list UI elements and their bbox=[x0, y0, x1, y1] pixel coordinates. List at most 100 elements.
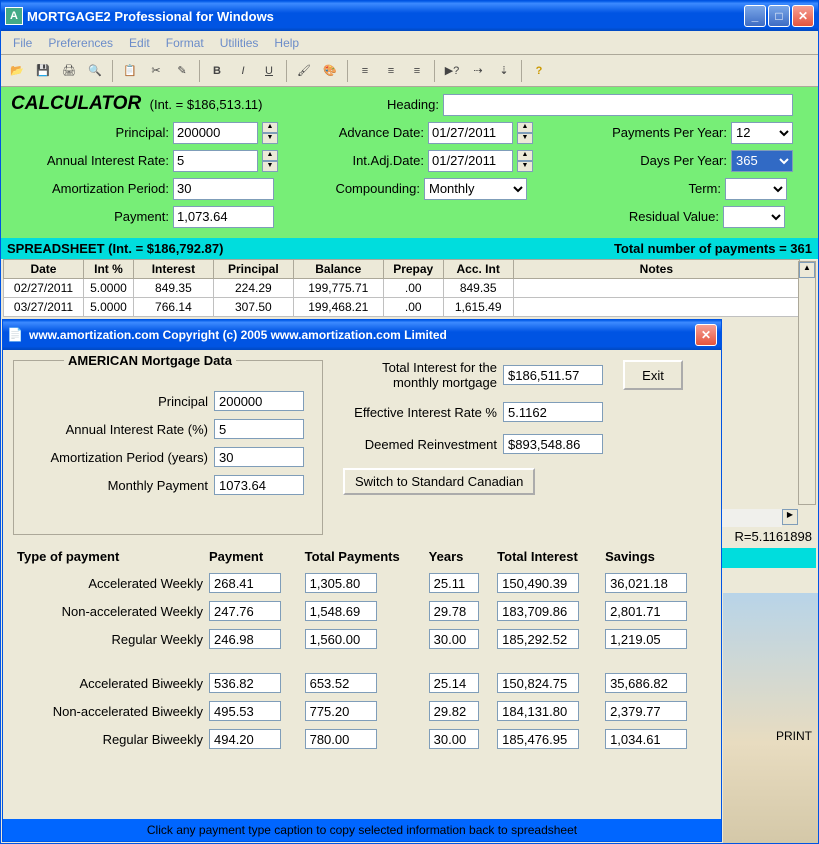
pt-years-input[interactable] bbox=[429, 673, 479, 693]
minimize-button[interactable]: _ bbox=[744, 5, 766, 27]
advdate-down[interactable]: ▼ bbox=[517, 133, 533, 144]
tool-icon-1[interactable]: ⇢ bbox=[466, 59, 490, 83]
paste-icon[interactable]: ✎ bbox=[170, 59, 194, 83]
principal-input[interactable] bbox=[173, 122, 258, 144]
pt-years-input[interactable] bbox=[429, 601, 479, 621]
pt-savings-input[interactable] bbox=[605, 573, 687, 593]
scroll-up-icon[interactable]: ▲ bbox=[799, 262, 815, 278]
pt-total-input[interactable] bbox=[305, 673, 377, 693]
intadj-down[interactable]: ▼ bbox=[517, 161, 533, 172]
col-accint[interactable]: Acc. Int bbox=[443, 259, 513, 278]
print-icon[interactable]: 🖨 bbox=[57, 59, 81, 83]
pt-payment-input[interactable] bbox=[209, 601, 281, 621]
italic-icon[interactable]: I bbox=[231, 59, 255, 83]
whatsthis-icon[interactable]: ▶? bbox=[440, 59, 464, 83]
preview-icon[interactable]: 🔍 bbox=[83, 59, 107, 83]
m-principal-input[interactable] bbox=[214, 391, 304, 411]
scrollbar-v[interactable]: ▲ bbox=[798, 261, 816, 505]
pt-interest-input[interactable] bbox=[497, 573, 579, 593]
residual-select[interactable] bbox=[723, 206, 785, 228]
m-amort-input[interactable] bbox=[214, 447, 304, 467]
ppy-select[interactable]: 12 bbox=[731, 122, 793, 144]
col-principal[interactable]: Principal bbox=[213, 259, 293, 278]
payment-type-label[interactable]: Non-accelerated Weekly bbox=[15, 598, 205, 624]
col-prepay[interactable]: Prepay bbox=[383, 259, 443, 278]
pt-total-input[interactable] bbox=[305, 701, 377, 721]
align-left-icon[interactable]: ≡ bbox=[353, 59, 377, 83]
advdate-up[interactable]: ▲ bbox=[517, 122, 533, 133]
m-totalint-input[interactable] bbox=[503, 365, 603, 385]
open-icon[interactable]: 📂 bbox=[5, 59, 29, 83]
pt-interest-input[interactable] bbox=[497, 629, 579, 649]
pt-years-input[interactable] bbox=[429, 629, 479, 649]
advdate-input[interactable] bbox=[428, 122, 513, 144]
payment-input[interactable] bbox=[173, 206, 274, 228]
col-int[interactable]: Int % bbox=[83, 259, 133, 278]
principal-down[interactable]: ▼ bbox=[262, 133, 278, 144]
help-icon[interactable]: ? bbox=[527, 59, 551, 83]
pt-years-input[interactable] bbox=[429, 729, 479, 749]
intadj-up[interactable]: ▲ bbox=[517, 150, 533, 161]
col-balance[interactable]: Balance bbox=[293, 259, 383, 278]
exit-button[interactable]: Exit bbox=[623, 360, 683, 390]
underline-icon[interactable]: U bbox=[257, 59, 281, 83]
heading-input[interactable] bbox=[443, 94, 793, 116]
comp-select[interactable]: Monthly bbox=[424, 178, 527, 200]
close-button[interactable]: ✕ bbox=[792, 5, 814, 27]
main-titlebar[interactable]: A MORTGAGE2 Professional for Windows _ □… bbox=[1, 1, 818, 31]
pt-total-input[interactable] bbox=[305, 573, 377, 593]
modal-close-button[interactable]: ✕ bbox=[695, 324, 717, 346]
pt-interest-input[interactable] bbox=[497, 701, 579, 721]
cut-icon[interactable]: ✂ bbox=[144, 59, 168, 83]
intadj-input[interactable] bbox=[428, 150, 513, 172]
pt-payment-input[interactable] bbox=[209, 701, 281, 721]
fill-icon[interactable]: 🎨 bbox=[318, 59, 342, 83]
col-interest[interactable]: Interest bbox=[133, 259, 213, 278]
pt-interest-input[interactable] bbox=[497, 673, 579, 693]
table-row[interactable]: 03/27/20115.0000766.14307.50199,468.21.0… bbox=[4, 297, 800, 316]
brush-icon[interactable]: 🖌 bbox=[292, 59, 316, 83]
pt-savings-input[interactable] bbox=[605, 629, 687, 649]
payment-type-label[interactable]: Regular Biweekly bbox=[15, 726, 205, 752]
pt-savings-input[interactable] bbox=[605, 673, 687, 693]
pt-years-input[interactable] bbox=[429, 701, 479, 721]
rate-down[interactable]: ▼ bbox=[262, 161, 278, 172]
dpy-select[interactable]: 365 bbox=[731, 150, 793, 172]
maximize-button[interactable]: □ bbox=[768, 5, 790, 27]
pt-payment-input[interactable] bbox=[209, 673, 281, 693]
menu-edit[interactable]: Edit bbox=[121, 34, 158, 52]
switch-button[interactable]: Switch to Standard Canadian bbox=[343, 468, 535, 495]
modal-titlebar[interactable]: 📄 www.amortization.com Copyright (c) 200… bbox=[3, 320, 721, 350]
pt-interest-input[interactable] bbox=[497, 601, 579, 621]
rate-input[interactable] bbox=[173, 150, 258, 172]
payment-type-label[interactable]: Non-accelerated Biweekly bbox=[15, 698, 205, 724]
m-effrate-input[interactable] bbox=[503, 402, 603, 422]
bold-icon[interactable]: B bbox=[205, 59, 229, 83]
menu-format[interactable]: Format bbox=[158, 34, 212, 52]
align-right-icon[interactable]: ≡ bbox=[405, 59, 429, 83]
scroll-right-icon[interactable]: ▶ bbox=[782, 509, 798, 525]
payment-type-label[interactable]: Accelerated Weekly bbox=[15, 570, 205, 596]
col-date[interactable]: Date bbox=[4, 259, 84, 278]
menu-file[interactable]: File bbox=[5, 34, 40, 52]
menu-utilities[interactable]: Utilities bbox=[212, 34, 267, 52]
pt-payment-input[interactable] bbox=[209, 573, 281, 593]
payment-type-label[interactable]: Regular Weekly bbox=[15, 626, 205, 652]
pt-total-input[interactable] bbox=[305, 729, 377, 749]
pt-years-input[interactable] bbox=[429, 573, 479, 593]
table-row[interactable]: 02/27/20115.0000849.35224.29199,775.71.0… bbox=[4, 278, 800, 297]
align-center-icon[interactable]: ≡ bbox=[379, 59, 403, 83]
principal-up[interactable]: ▲ bbox=[262, 122, 278, 133]
save-icon[interactable]: 💾 bbox=[31, 59, 55, 83]
menu-help[interactable]: Help bbox=[266, 34, 307, 52]
m-rate-input[interactable] bbox=[214, 419, 304, 439]
rate-up[interactable]: ▲ bbox=[262, 150, 278, 161]
pt-total-input[interactable] bbox=[305, 601, 377, 621]
menu-preferences[interactable]: Preferences bbox=[40, 34, 121, 52]
pt-payment-input[interactable] bbox=[209, 629, 281, 649]
amort-input[interactable] bbox=[173, 178, 274, 200]
col-notes[interactable]: Notes bbox=[513, 259, 799, 278]
copy-icon[interactable]: 📋 bbox=[118, 59, 142, 83]
pt-payment-input[interactable] bbox=[209, 729, 281, 749]
m-payment-input[interactable] bbox=[214, 475, 304, 495]
